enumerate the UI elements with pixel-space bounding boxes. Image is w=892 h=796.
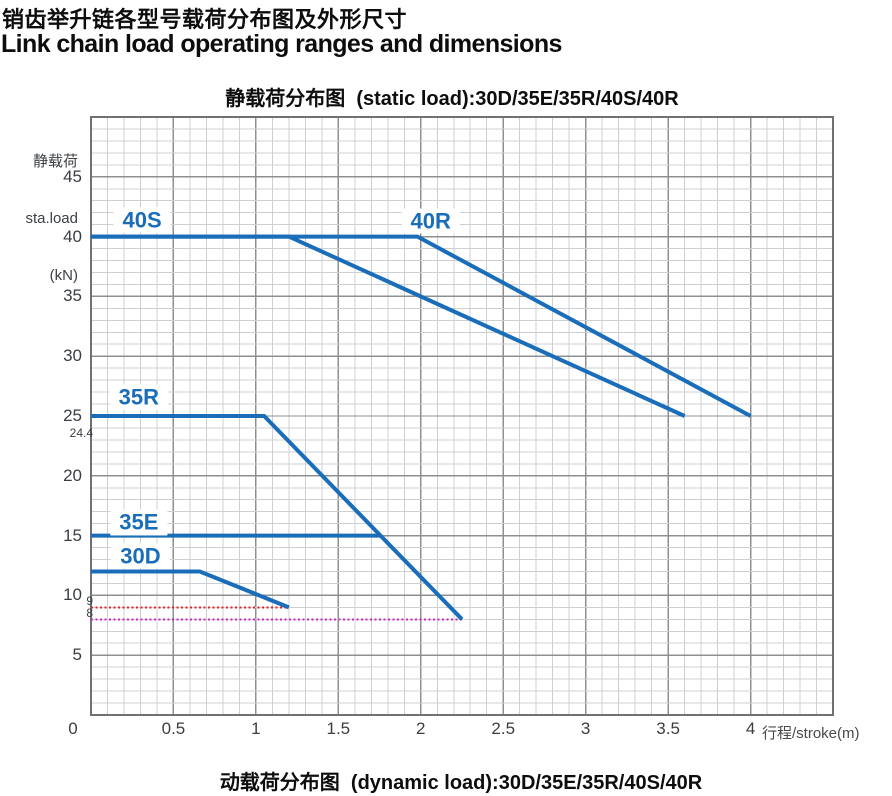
- y-axis-unit-line-zh: 静载荷: [32, 153, 78, 170]
- series-line-35R: [91, 414, 464, 621]
- x-tick-label-3.5: 3.5: [656, 719, 680, 738]
- y-axis-unit-label: 静载荷 sta.load (kN): [0, 114, 78, 323]
- y-tick-label-15: 15: [63, 525, 82, 545]
- series-label-40R: 40R: [401, 208, 460, 234]
- series-line-40R: [91, 234, 752, 418]
- series-label-35R: 35R: [109, 384, 168, 410]
- x-axis-caption: 行程/stroke(m): [762, 725, 860, 742]
- y-tick-label-10: 10: [63, 585, 82, 605]
- series-label-40S: 40S: [113, 207, 171, 233]
- x-tick-label-3: 3: [580, 719, 591, 738]
- x-tick-label-2.5: 2.5: [491, 719, 516, 738]
- y-tick-label-25: 25: [63, 406, 82, 425]
- y-tick-label-5: 5: [72, 645, 82, 665]
- static-chart-title: 静载荷分布图 (static load):30D/35E/35R/40S/40R: [225, 88, 679, 110]
- x-tick-label-1.5: 1.5: [326, 719, 351, 738]
- y-tick-label-35: 35: [63, 286, 82, 306]
- x-tick-label-0: 0: [68, 719, 78, 738]
- series-label-35E: 35E: [110, 509, 168, 535]
- x-tick-label-1: 1: [251, 719, 261, 738]
- y-axis-unit-line-kn: (kN): [49, 267, 78, 284]
- y-tick-label-45: 45: [63, 166, 82, 186]
- dynamic-chart-title: 动载荷分布图 (dynamic load):30D/35E/35R/40S/40…: [219, 772, 703, 794]
- y-axis-unit-line-en: sta.load: [25, 210, 78, 227]
- x-tick-label-0.5: 0.5: [161, 719, 186, 738]
- y-tick-label-20: 20: [63, 465, 82, 485]
- y-tick-label-40: 40: [63, 226, 82, 246]
- y-tick-label-30: 30: [63, 346, 82, 366]
- extra-y-label-24.4: 24.4: [69, 426, 93, 441]
- ref-line-label-9: 9: [86, 594, 93, 609]
- x-tick-label-2: 2: [416, 719, 426, 738]
- page-title-en: Link chain load operating ranges and dim…: [1, 30, 562, 58]
- ref-line-label-8: 8: [86, 606, 93, 621]
- series-line-30D: [91, 569, 290, 610]
- x-tick-label-4: 4: [745, 719, 756, 738]
- series-label-30D: 30D: [111, 543, 170, 569]
- page-title-zh: 销齿举升链各型号载荷分布图及外形尺寸: [2, 7, 408, 32]
